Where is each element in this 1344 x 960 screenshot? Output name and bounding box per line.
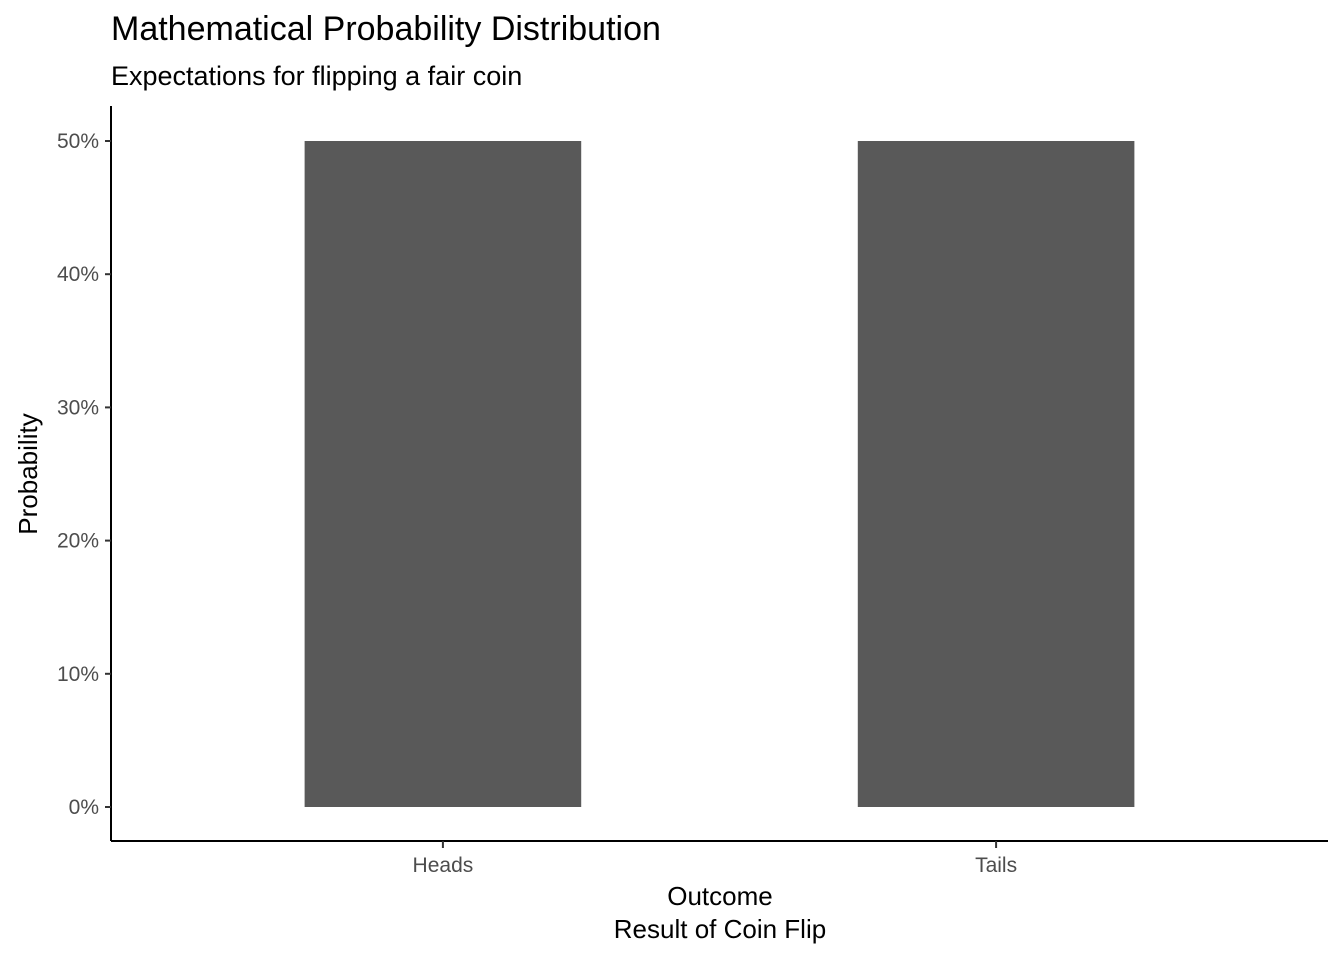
x-axis-subtitle: Result of Coin Flip xyxy=(614,914,826,944)
y-tick-label: 40% xyxy=(57,263,99,286)
x-tick-label: Heads xyxy=(413,854,474,877)
chart-subtitle: Expectations for flipping a fair coin xyxy=(111,61,522,91)
x-axis-title: Outcome xyxy=(667,881,773,911)
x-axis: Heads Tails xyxy=(111,840,1328,877)
y-tick-label: 0% xyxy=(69,796,99,819)
chart-title: Mathematical Probability Distribution xyxy=(111,10,661,48)
y-tick-label: 10% xyxy=(57,663,99,686)
bars-group xyxy=(304,141,1135,807)
y-tick-label: 20% xyxy=(57,530,99,553)
x-tick-label: Tails xyxy=(975,854,1017,877)
y-tick-label: 30% xyxy=(57,396,99,419)
bar-heads xyxy=(304,141,582,807)
y-tick-label: 50% xyxy=(57,130,99,153)
y-axis: 0% 10% 20% 30% 40% 50% xyxy=(57,106,112,841)
bar-tails xyxy=(857,141,1135,807)
y-axis-title: Probability xyxy=(13,413,43,534)
